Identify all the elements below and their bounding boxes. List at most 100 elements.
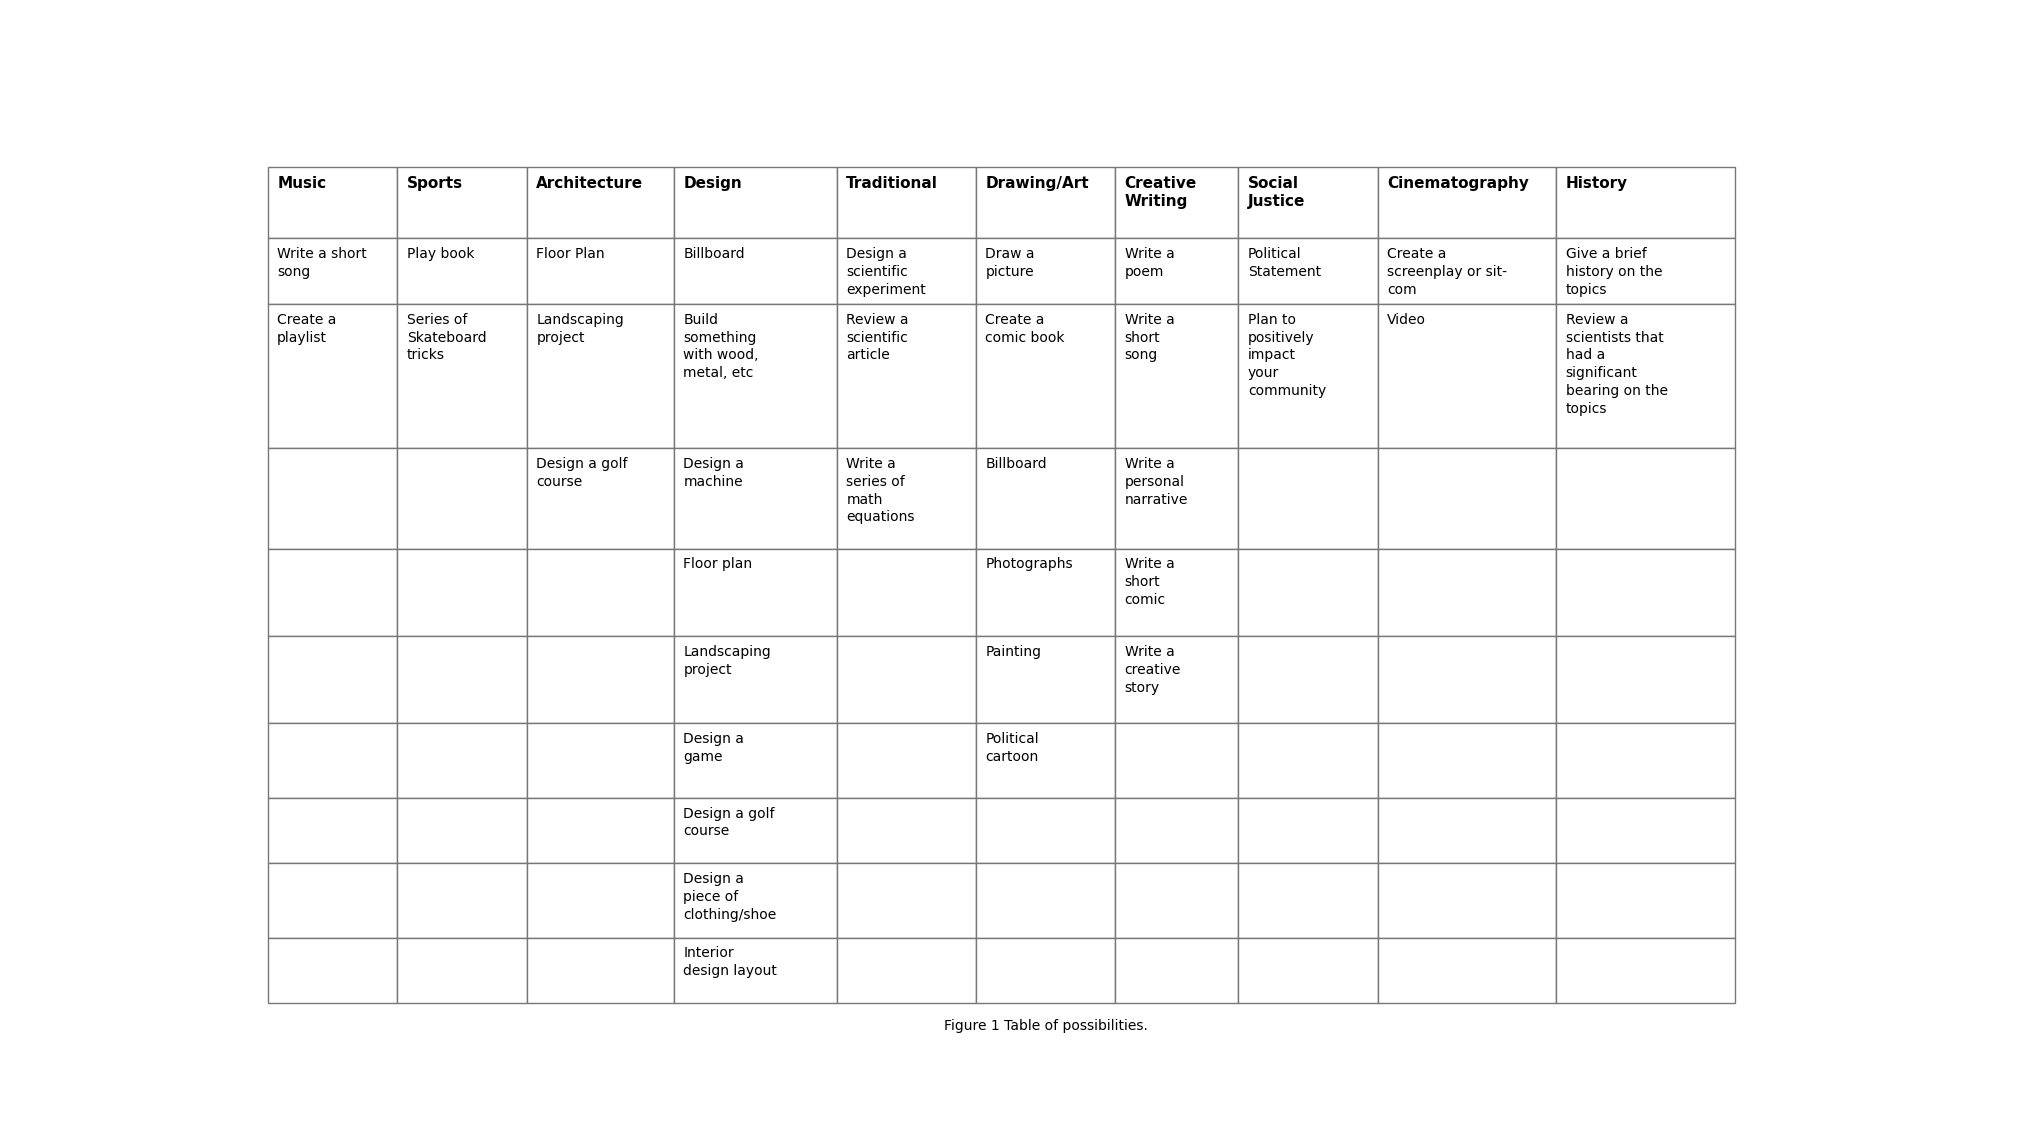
- Bar: [526, 864, 673, 938]
- Bar: [975, 938, 1115, 1003]
- Bar: [975, 167, 1115, 238]
- Bar: [1115, 636, 1238, 723]
- Bar: [1376, 864, 1556, 938]
- Bar: [398, 723, 526, 798]
- Bar: [267, 548, 398, 636]
- Bar: [267, 304, 398, 448]
- Bar: [975, 304, 1115, 448]
- Text: Write a
series of
math
equations: Write a series of math equations: [846, 457, 913, 524]
- Bar: [975, 636, 1115, 723]
- Text: Video: Video: [1387, 313, 1425, 327]
- Bar: [1376, 448, 1556, 548]
- Bar: [267, 238, 398, 304]
- Bar: [673, 548, 836, 636]
- Text: Photographs: Photographs: [985, 557, 1073, 571]
- Bar: [526, 938, 673, 1003]
- Bar: [673, 238, 836, 304]
- Bar: [836, 448, 975, 548]
- Bar: [975, 548, 1115, 636]
- Bar: [673, 864, 836, 938]
- Bar: [398, 938, 526, 1003]
- Text: Create a
comic book: Create a comic book: [985, 313, 1064, 345]
- Bar: [975, 448, 1115, 548]
- Text: Play book: Play book: [406, 247, 473, 261]
- Text: Billboard: Billboard: [985, 457, 1046, 471]
- Bar: [1115, 723, 1238, 798]
- Text: Design a golf
course: Design a golf course: [536, 457, 628, 489]
- Bar: [526, 723, 673, 798]
- Text: Write a short
song: Write a short song: [277, 247, 367, 279]
- Text: Painting: Painting: [985, 645, 1042, 658]
- Bar: [836, 548, 975, 636]
- Text: Floor Plan: Floor Plan: [536, 247, 606, 261]
- Bar: [836, 723, 975, 798]
- Bar: [1556, 167, 1733, 238]
- Text: Design a
game: Design a game: [683, 732, 744, 764]
- Bar: [673, 448, 836, 548]
- Bar: [526, 636, 673, 723]
- Bar: [1238, 938, 1376, 1003]
- Bar: [1376, 304, 1556, 448]
- Text: Landscaping
project: Landscaping project: [536, 313, 624, 345]
- Text: Design: Design: [683, 176, 742, 191]
- Text: Write a
personal
narrative: Write a personal narrative: [1123, 457, 1187, 506]
- Bar: [1556, 548, 1733, 636]
- Bar: [1238, 304, 1376, 448]
- Bar: [836, 938, 975, 1003]
- Text: Social
Justice: Social Justice: [1248, 176, 1305, 209]
- Text: Landscaping
project: Landscaping project: [683, 645, 771, 676]
- Bar: [1115, 548, 1238, 636]
- Bar: [526, 238, 673, 304]
- Text: Review a
scientists that
had a
significant
bearing on the
topics: Review a scientists that had a significa…: [1564, 313, 1666, 417]
- Bar: [1115, 448, 1238, 548]
- Bar: [1556, 448, 1733, 548]
- Bar: [836, 304, 975, 448]
- Text: Plan to
positively
impact
your
community: Plan to positively impact your community: [1248, 313, 1325, 398]
- Text: Build
something
with wood,
metal, etc: Build something with wood, metal, etc: [683, 313, 759, 380]
- Bar: [1115, 167, 1238, 238]
- Text: Write a
short
song: Write a short song: [1123, 313, 1174, 362]
- Bar: [1376, 636, 1556, 723]
- Text: Traditional: Traditional: [846, 176, 938, 191]
- Bar: [1115, 798, 1238, 864]
- Bar: [1238, 723, 1376, 798]
- Bar: [1238, 798, 1376, 864]
- Bar: [1556, 723, 1733, 798]
- Bar: [526, 448, 673, 548]
- Bar: [267, 723, 398, 798]
- Text: Music: Music: [277, 176, 326, 191]
- Text: Write a
short
comic: Write a short comic: [1123, 557, 1174, 607]
- Bar: [1238, 238, 1376, 304]
- Bar: [398, 864, 526, 938]
- Bar: [1238, 636, 1376, 723]
- Bar: [673, 636, 836, 723]
- Text: Political
Statement: Political Statement: [1248, 247, 1321, 279]
- Text: Review a
scientific
article: Review a scientific article: [846, 313, 907, 362]
- Bar: [1376, 723, 1556, 798]
- Bar: [1556, 798, 1733, 864]
- Bar: [1556, 636, 1733, 723]
- Bar: [267, 448, 398, 548]
- Bar: [267, 636, 398, 723]
- Text: Floor plan: Floor plan: [683, 557, 752, 571]
- Bar: [673, 304, 836, 448]
- Bar: [975, 238, 1115, 304]
- Text: Architecture: Architecture: [536, 176, 642, 191]
- Bar: [267, 938, 398, 1003]
- Bar: [673, 938, 836, 1003]
- Bar: [836, 864, 975, 938]
- Bar: [267, 798, 398, 864]
- Text: Creative
Writing: Creative Writing: [1123, 176, 1197, 209]
- Text: Billboard: Billboard: [683, 247, 744, 261]
- Text: Design a
piece of
clothing/shoe: Design a piece of clothing/shoe: [683, 872, 777, 922]
- Bar: [1238, 548, 1376, 636]
- Text: Write a
poem: Write a poem: [1123, 247, 1174, 279]
- Text: Sports: Sports: [406, 176, 463, 191]
- Bar: [267, 167, 398, 238]
- Bar: [836, 238, 975, 304]
- Text: Create a
screenplay or sit-
com: Create a screenplay or sit- com: [1387, 247, 1507, 297]
- Text: Give a brief
history on the
topics: Give a brief history on the topics: [1564, 247, 1662, 297]
- Bar: [267, 864, 398, 938]
- Bar: [1238, 864, 1376, 938]
- Bar: [836, 167, 975, 238]
